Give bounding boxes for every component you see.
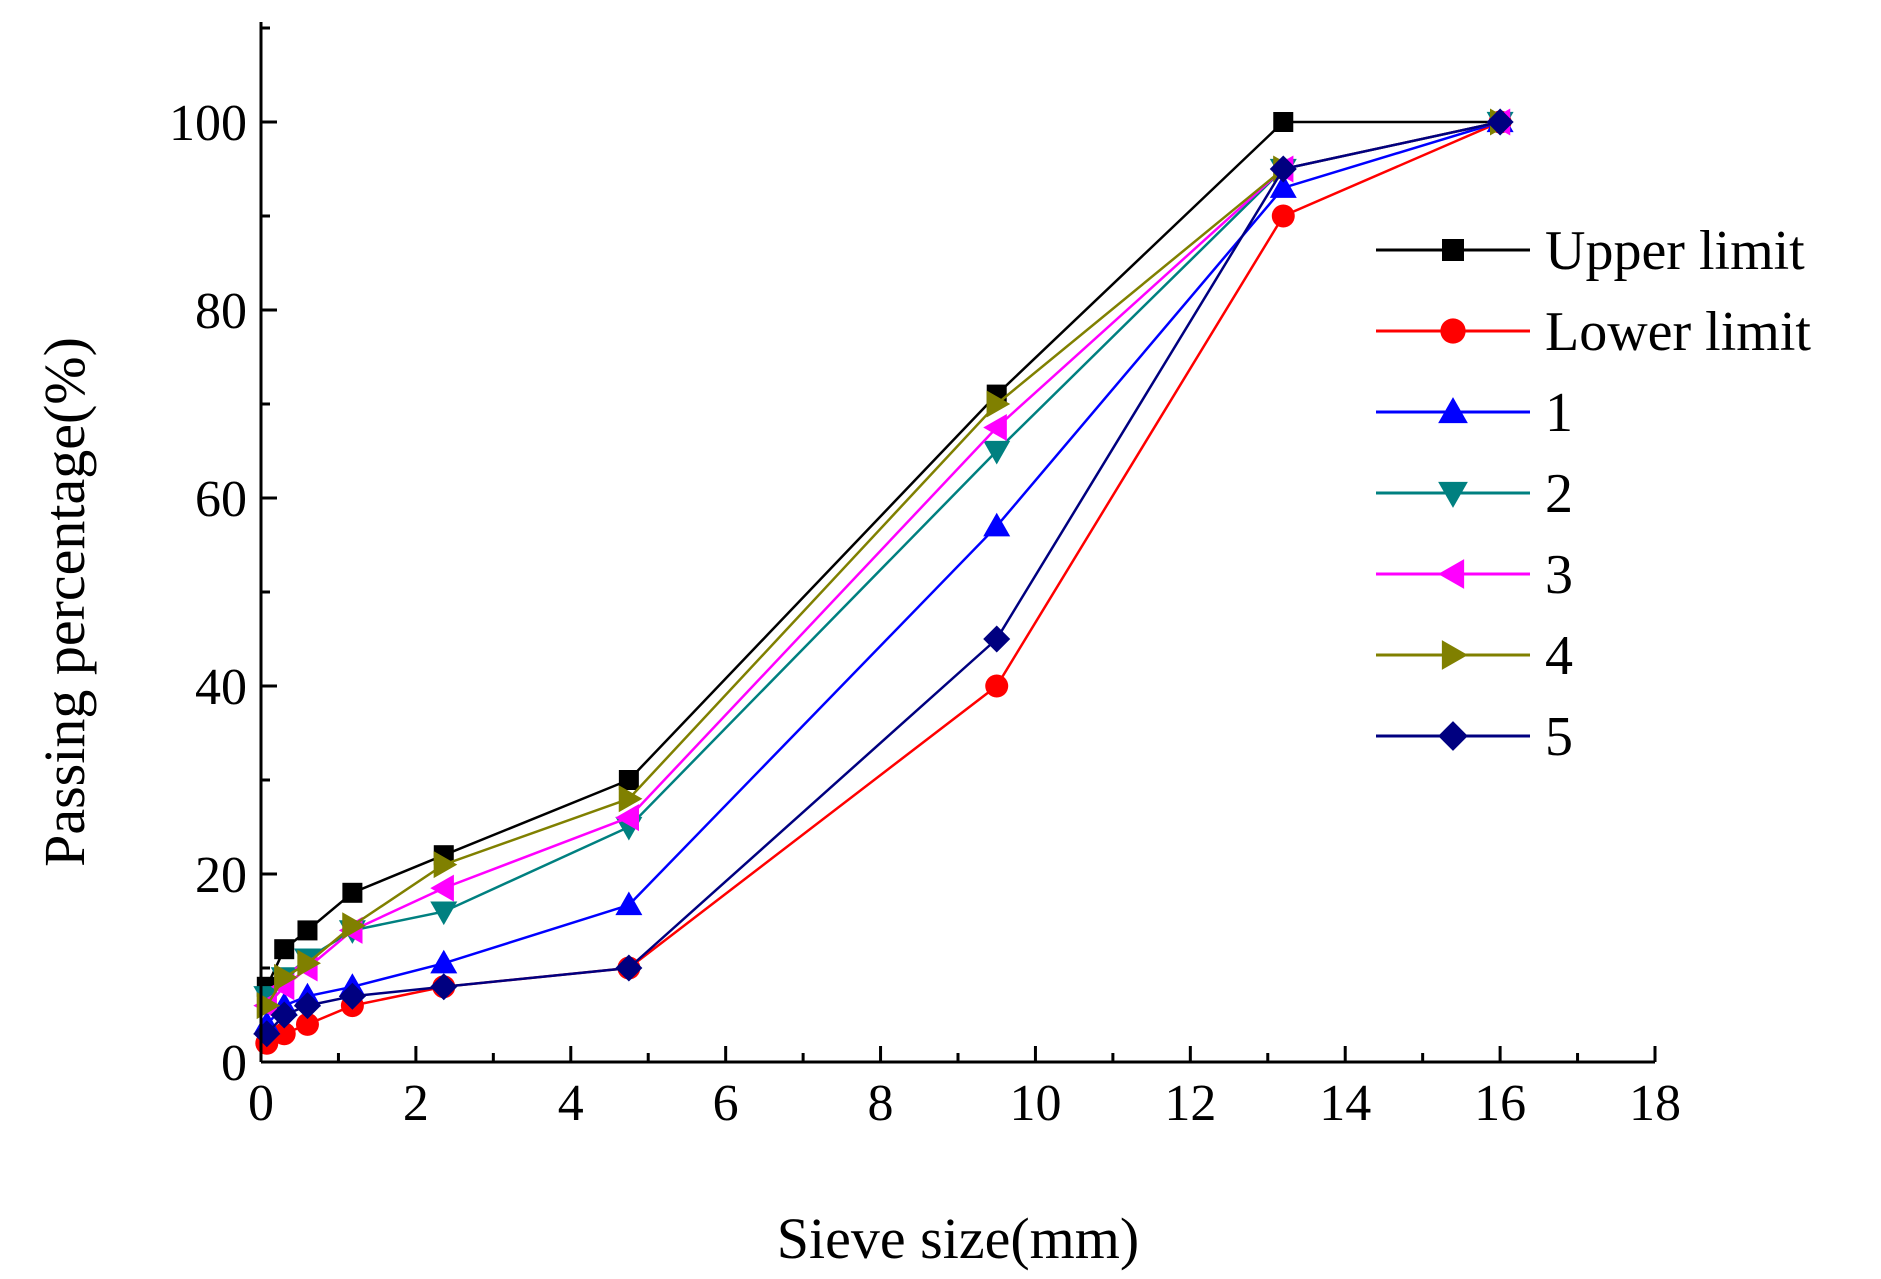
data-point (615, 954, 643, 982)
series-line (265, 120, 1501, 1007)
y-tick-label: 40 (195, 659, 247, 716)
y-tick-label: 20 (195, 847, 247, 904)
data-point (985, 674, 1009, 698)
legend-item: Lower limit (1376, 301, 1811, 363)
x-tick-label: 18 (1629, 1075, 1681, 1132)
y-axis-ticks: 0 20 40 60 80 100 (169, 26, 277, 1092)
legend-item: Upper limit (1376, 220, 1805, 282)
data-point (295, 1012, 319, 1036)
y-tick-label: 0 (221, 1035, 247, 1092)
data-point (983, 512, 1011, 537)
data-point (615, 804, 639, 832)
x-tick-label: 12 (1164, 1075, 1216, 1132)
data-point (618, 770, 639, 790)
legend-item: 2 (1376, 463, 1573, 525)
data-point (1269, 155, 1297, 183)
y-tick-label: 60 (195, 471, 247, 528)
legend-marker (1441, 640, 1468, 670)
data-point (983, 440, 1011, 465)
data-point (618, 785, 643, 813)
data-point (1269, 174, 1297, 198)
plot-area (253, 108, 1514, 1055)
data-point (986, 390, 1011, 418)
x-tick-label: 8 (868, 1075, 894, 1132)
data-point (272, 1022, 296, 1046)
data-point (430, 949, 458, 974)
legend-label: 3 (1545, 544, 1573, 606)
data-point (430, 973, 458, 1001)
data-point (270, 1001, 298, 1029)
data-point (297, 949, 321, 977)
legend-marker (1438, 721, 1468, 751)
y-tick-label: 100 (169, 95, 247, 152)
x-tick-label: 2 (403, 1075, 429, 1132)
data-point (293, 992, 321, 1020)
data-point (1271, 204, 1295, 228)
legend-item: 1 (1376, 382, 1573, 444)
data-point (274, 939, 295, 960)
data-point (615, 891, 643, 916)
data-point (983, 414, 1007, 441)
legend-marker (1438, 397, 1468, 424)
series-7 (253, 108, 1514, 1048)
legend-label: 2 (1545, 463, 1573, 525)
x-tick-label: 4 (558, 1075, 584, 1132)
data-point (274, 963, 298, 991)
data-point (297, 920, 318, 941)
legend-marker (1438, 481, 1468, 508)
legend-item: 5 (1376, 706, 1573, 768)
x-tick-label: 14 (1319, 1075, 1371, 1132)
data-point (1273, 112, 1294, 132)
legend-marker (1440, 318, 1466, 344)
x-axis-ticks: 0 2 4 6 8 10 12 14 16 18 (248, 1046, 1681, 1132)
y-tick-label: 80 (195, 283, 247, 340)
y-axis-label: Passing percentage(%) (32, 337, 97, 867)
data-point (342, 882, 363, 903)
legend: Upper limit Lower limit 1 2 3 4 5 (1376, 220, 1811, 768)
data-point (1486, 108, 1514, 136)
legend-label: Lower limit (1545, 301, 1811, 363)
legend-item: 4 (1376, 625, 1573, 687)
legend-marker (1442, 239, 1464, 261)
series-4 (253, 111, 1514, 1010)
legend-label: 5 (1545, 706, 1573, 768)
x-axis-label: Sieve size(mm) (777, 1206, 1139, 1271)
x-tick-label: 6 (713, 1075, 739, 1132)
legend-label: 4 (1545, 625, 1573, 687)
data-point (342, 912, 366, 940)
legend-label: 1 (1545, 382, 1573, 444)
data-point (983, 625, 1011, 653)
legend-item: 3 (1376, 544, 1573, 606)
data-point (256, 992, 281, 1020)
data-point (433, 851, 458, 879)
data-point (338, 982, 366, 1010)
x-tick-label: 10 (1009, 1075, 1061, 1132)
data-point (430, 874, 454, 902)
legend-label: Upper limit (1545, 220, 1805, 282)
series-3 (253, 108, 1514, 1035)
legend-marker (1438, 559, 1465, 589)
x-tick-label: 0 (248, 1075, 274, 1132)
data-point (430, 901, 458, 926)
series-5 (253, 108, 1511, 1020)
x-tick-label: 16 (1474, 1075, 1526, 1132)
series-line (265, 120, 1501, 1007)
